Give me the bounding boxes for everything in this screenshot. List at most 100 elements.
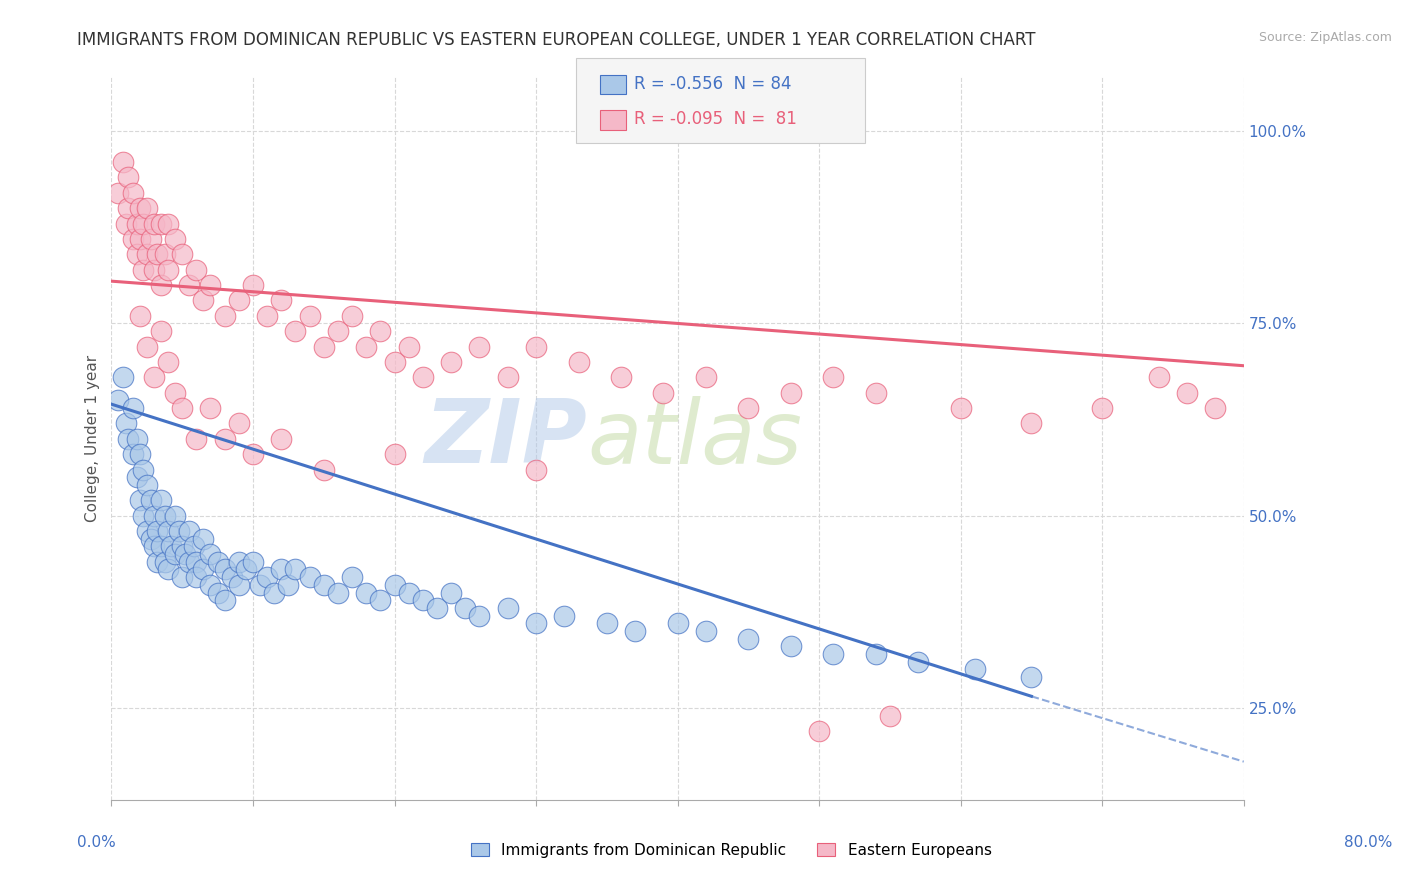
Point [135,247,157,261]
Point [142,540,165,554]
Point [142,370,165,384]
Text: R = -0.095  N =  81: R = -0.095 N = 81 [634,111,797,128]
Point [200,401,222,415]
Point [142,262,165,277]
Point [624,624,647,638]
Point [128,201,150,215]
Point [370,593,392,607]
Point [214,562,236,576]
Point [695,370,717,384]
Point [128,309,150,323]
Legend: Immigrants from Dominican Republic, Eastern Europeans: Immigrants from Dominican Republic, East… [471,843,991,857]
Point [172,570,194,584]
Point [121,401,143,415]
Point [179,278,201,293]
Point [524,616,547,631]
Point [596,616,619,631]
Text: IMMIGRANTS FROM DOMINICAN REPUBLIC VS EASTERN EUROPEAN COLLEGE, UNDER 1 YEAR COR: IMMIGRANTS FROM DOMINICAN REPUBLIC VS EA… [77,31,1036,49]
Point [865,385,887,400]
Point [1147,370,1170,384]
Point [242,447,264,461]
Point [256,309,278,323]
Point [165,232,187,246]
Point [496,370,519,384]
Point [207,585,229,599]
Point [214,593,236,607]
Text: Source: ZipAtlas.com: Source: ZipAtlas.com [1258,31,1392,45]
Point [157,524,180,538]
Point [157,262,180,277]
Point [179,555,201,569]
Point [823,647,845,661]
Point [183,540,205,554]
Point [172,401,194,415]
Point [131,508,153,523]
Point [121,186,143,200]
Point [153,555,176,569]
Point [139,493,162,508]
Text: 0.0%: 0.0% [77,836,117,850]
Point [284,324,307,338]
Text: R = -0.556  N = 84: R = -0.556 N = 84 [634,75,792,93]
Point [277,578,299,592]
Point [412,593,434,607]
Point [652,385,675,400]
Text: ZIP: ZIP [425,395,588,483]
Point [186,432,208,446]
Point [398,585,420,599]
Point [111,370,134,384]
Point [384,578,406,592]
Point [157,217,180,231]
Point [298,309,321,323]
Point [200,547,222,561]
Point [193,293,215,308]
Point [214,432,236,446]
Point [125,470,148,484]
Point [200,578,222,592]
Point [142,508,165,523]
Point [186,570,208,584]
Point [440,585,463,599]
Point [193,562,215,576]
Point [398,339,420,353]
Point [235,562,257,576]
Point [139,532,162,546]
Point [128,447,150,461]
Point [114,217,136,231]
Point [963,662,986,676]
Point [284,562,307,576]
Point [524,339,547,353]
Point [270,293,292,308]
Point [165,508,187,523]
Point [907,655,929,669]
Point [221,570,243,584]
Point [384,355,406,369]
Point [553,608,575,623]
Point [114,417,136,431]
Point [169,524,191,538]
Point [153,247,176,261]
Point [340,309,363,323]
Point [142,217,165,231]
Point [117,432,139,446]
Point [779,640,801,654]
Point [117,170,139,185]
Point [354,339,377,353]
Point [1204,401,1226,415]
Point [270,432,292,446]
Point [174,547,197,561]
Point [354,585,377,599]
Point [1175,385,1198,400]
Point [326,324,349,338]
Point [228,417,250,431]
Point [808,723,831,738]
Point [121,447,143,461]
Point [149,278,172,293]
Point [312,462,335,476]
Point [128,493,150,508]
Point [149,324,172,338]
Point [186,262,208,277]
Point [312,578,335,592]
Point [384,447,406,461]
Point [666,616,689,631]
